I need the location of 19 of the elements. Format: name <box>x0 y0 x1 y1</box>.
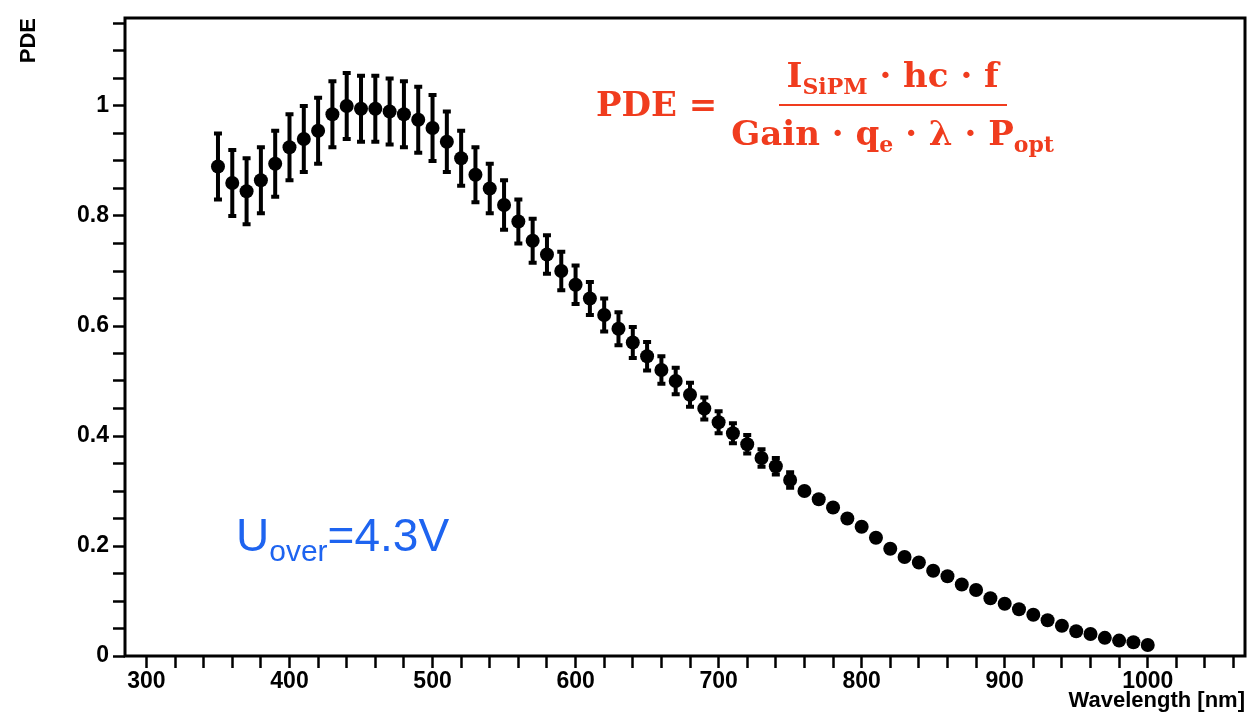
x-tick-label: 600 <box>556 666 595 693</box>
y-tick-label: 0.6 <box>77 311 109 338</box>
y-tick-label: 1 <box>96 91 110 118</box>
x-axis-title: Wavelength [nm] <box>1068 687 1245 713</box>
y-tick-label: 0.2 <box>77 531 109 558</box>
y-tick-label: 0 <box>96 641 109 668</box>
x-tick-label: 900 <box>985 666 1024 693</box>
x-tick-label: 800 <box>842 666 881 693</box>
x-tick-label: 400 <box>270 666 309 693</box>
y-axis-title: PDE <box>15 18 41 64</box>
y-tick-label: 0.8 <box>77 201 110 228</box>
annotation: U$_{over}$=4.3V <box>236 508 450 569</box>
y-tick-label: 0.4 <box>77 421 110 448</box>
annotation: Gain · q$_{e}$ · λ · P$_{opt}$ <box>731 112 1054 157</box>
annotation: PDE = <box>596 84 718 124</box>
x-tick-label: 300 <box>127 666 166 693</box>
x-tick-label: 500 <box>413 666 452 693</box>
annotation: I$_{SiPM}$ · hc · f <box>778 55 1007 106</box>
x-tick-label: 700 <box>699 666 738 693</box>
